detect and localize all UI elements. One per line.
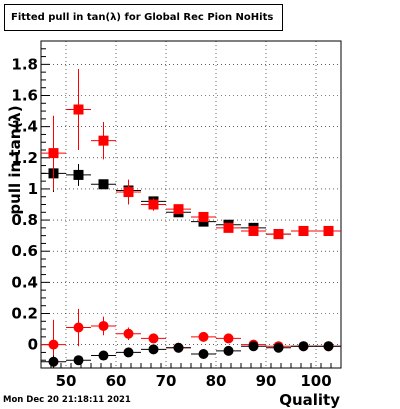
y-tick-label: 1.6 bbox=[11, 87, 38, 105]
data-point bbox=[173, 204, 184, 215]
plot-frame bbox=[40, 40, 342, 369]
data-point bbox=[248, 225, 259, 236]
x-tick-label: 70 bbox=[156, 372, 177, 390]
data-point bbox=[273, 229, 284, 240]
y-tick-label: 1.8 bbox=[11, 55, 38, 73]
data-point bbox=[223, 345, 234, 356]
series-3 bbox=[41, 341, 341, 368]
data-point bbox=[173, 342, 184, 353]
data-point bbox=[123, 347, 134, 358]
data-point bbox=[123, 187, 134, 198]
y-tick-label: 1.4 bbox=[11, 118, 38, 136]
y-axis-label: pull in tan(λ) bbox=[6, 105, 24, 214]
axis-ticks: 50 60 70 80 90 100 0 0.2 0.4 0.6 0.8 1 1.2 1.4 1.6 1.8 bbox=[11, 40, 342, 390]
x-tick-label: 80 bbox=[206, 372, 227, 390]
data-point bbox=[248, 341, 259, 352]
data-point bbox=[223, 333, 234, 344]
series-2 bbox=[41, 308, 341, 368]
x-tick-label: 60 bbox=[106, 372, 127, 390]
data-point bbox=[98, 350, 109, 361]
x-axis-label: Quality bbox=[279, 391, 340, 409]
grid bbox=[41, 41, 341, 368]
data-point bbox=[98, 179, 109, 190]
y-tick-label: 0.4 bbox=[11, 273, 38, 291]
x-tick-label: 90 bbox=[256, 372, 277, 390]
data-point bbox=[73, 104, 84, 115]
x-tick-label: 100 bbox=[300, 372, 331, 390]
data-point bbox=[273, 342, 284, 353]
y-tick-label: 0.8 bbox=[11, 211, 38, 229]
data-series bbox=[41, 69, 341, 368]
data-point bbox=[198, 331, 209, 342]
data-point bbox=[73, 169, 84, 180]
data-point bbox=[73, 355, 84, 366]
y-tick-label: 0.6 bbox=[11, 242, 38, 260]
data-point bbox=[148, 199, 159, 210]
data-point bbox=[223, 222, 234, 233]
data-point bbox=[198, 348, 209, 359]
y-tick-label: 1.2 bbox=[11, 149, 38, 167]
y-tick-label: 0.2 bbox=[11, 305, 38, 323]
data-point bbox=[48, 339, 59, 350]
data-point bbox=[298, 225, 309, 236]
data-point bbox=[198, 211, 209, 222]
y-tick-label: 1 bbox=[28, 180, 38, 198]
series-1 bbox=[41, 69, 341, 240]
x-tick-label: 50 bbox=[56, 372, 77, 390]
chart-title: Fitted pull in tan(λ) for Global Rec Pio… bbox=[4, 4, 283, 31]
data-point bbox=[148, 344, 159, 355]
data-point bbox=[98, 320, 109, 331]
datestamp: Mon Dec 20 21:18:11 2021 bbox=[3, 395, 131, 405]
data-point bbox=[298, 341, 309, 352]
data-point bbox=[123, 328, 134, 339]
data-point bbox=[323, 225, 334, 236]
y-tick-label: 0 bbox=[28, 336, 38, 354]
data-point bbox=[323, 341, 334, 352]
data-point bbox=[73, 322, 84, 333]
data-point bbox=[148, 333, 159, 344]
data-point bbox=[48, 356, 59, 367]
data-point bbox=[98, 135, 109, 146]
data-point bbox=[48, 148, 59, 159]
series-0 bbox=[41, 154, 341, 240]
